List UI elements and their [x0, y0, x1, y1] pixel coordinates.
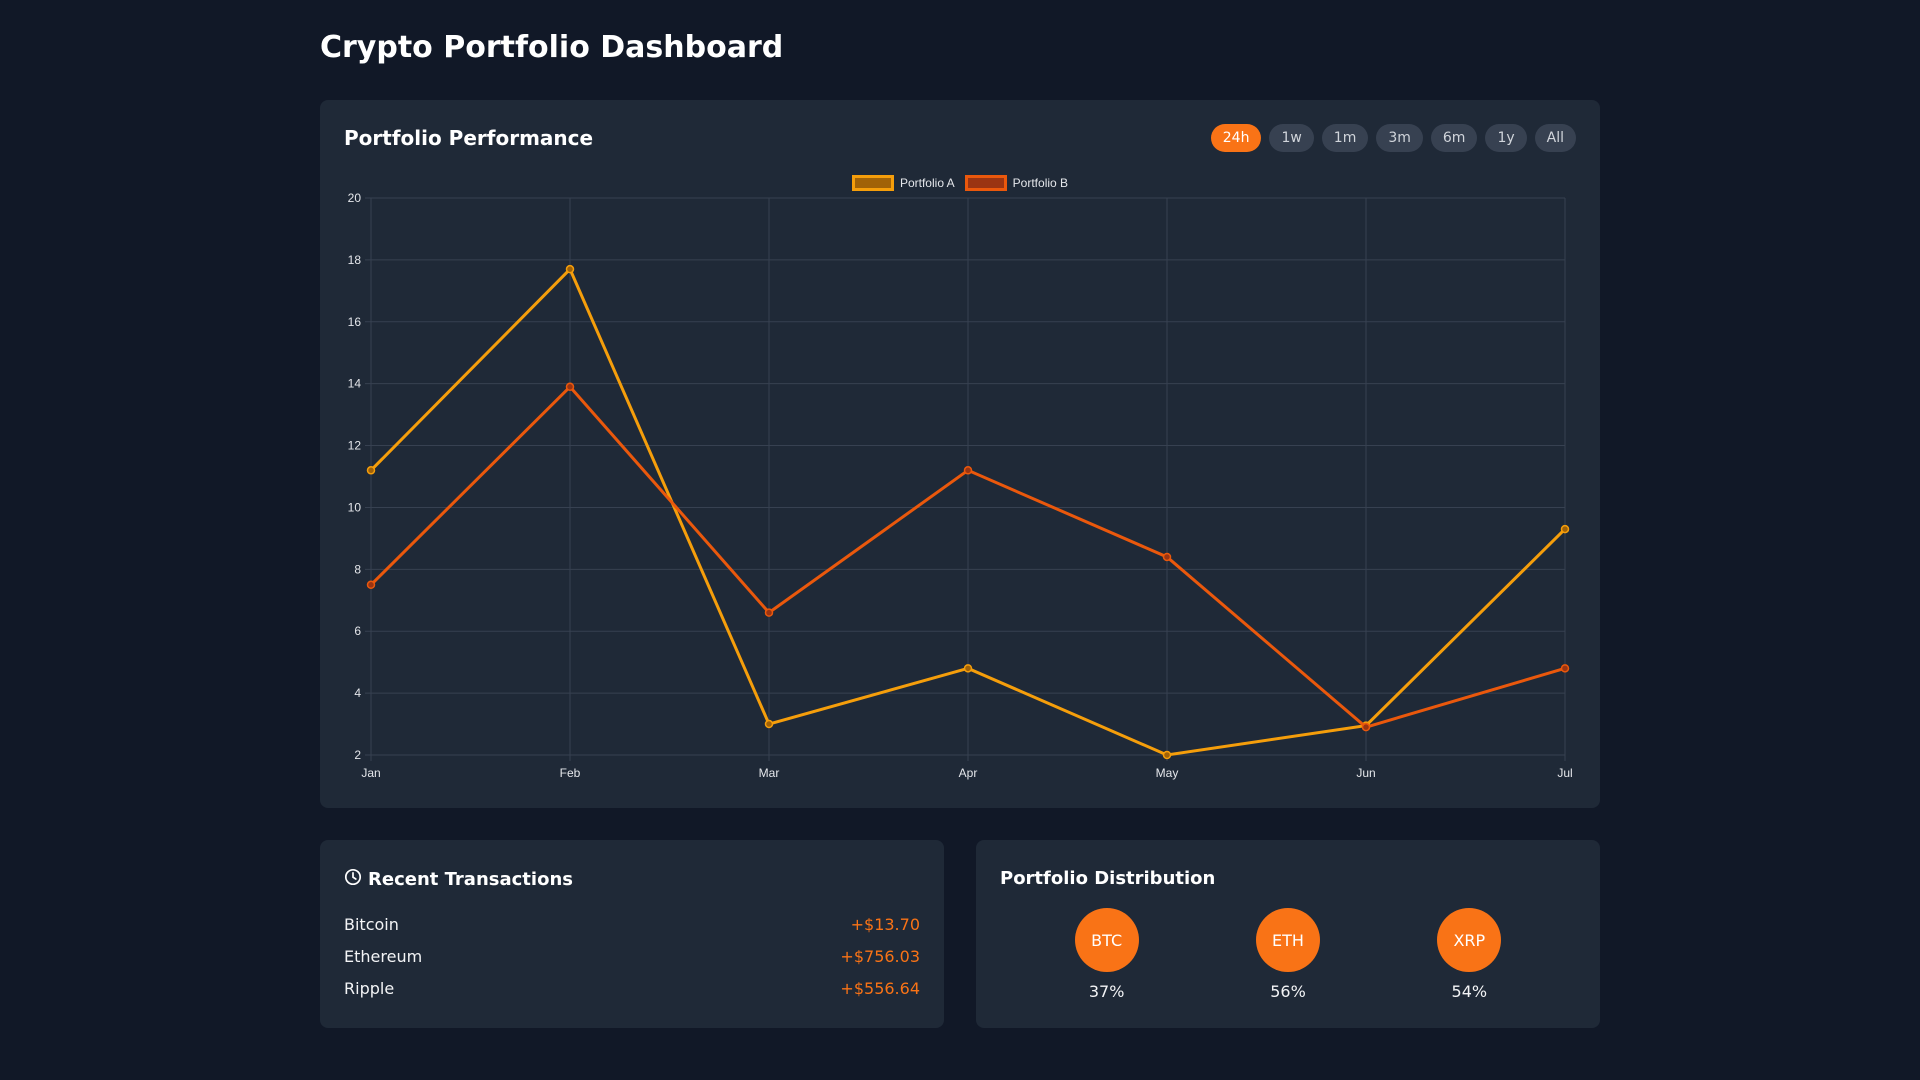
legend-item-portfolio-a[interactable]: Portfolio A: [851, 175, 955, 191]
data-point-portfolio-b: [1162, 552, 1172, 562]
portfolio-distribution-card: Portfolio Distribution BTC 37% ETH 56% X…: [976, 840, 1600, 1028]
distribution-item-btc[interactable]: BTC 37%: [1047, 908, 1167, 1001]
time-range-selector: 24h 1w 1m 3m 6m 1y All: [1210, 124, 1576, 152]
transactions-title: Recent Transactions: [368, 869, 573, 890]
range-button-1w[interactable]: 1w: [1269, 124, 1314, 152]
transactions-header: Recent Transactions: [344, 868, 573, 891]
data-point-portfolio-b: [565, 382, 575, 392]
data-point-portfolio-a: [764, 719, 774, 729]
transactions-list: Bitcoin +$13.70 Ethereum +$756.03 Ripple…: [344, 908, 920, 1004]
x-tick-label: Jan: [361, 766, 380, 780]
x-tick-label: May: [1156, 766, 1179, 780]
transaction-row[interactable]: Ethereum +$756.03: [344, 940, 920, 972]
distribution-percent: 56%: [1270, 982, 1306, 1001]
data-point-portfolio-a: [963, 664, 973, 673]
data-point-portfolio-b: [764, 608, 774, 617]
range-button-24h[interactable]: 24h: [1210, 124, 1262, 152]
y-tick-label: 14: [348, 377, 362, 391]
transaction-name: Ethereum: [344, 946, 423, 966]
x-tick-label: Apr: [959, 766, 978, 780]
legend-swatch-portfolio-b: [964, 175, 1007, 191]
transaction-amount: +$13.70: [850, 914, 920, 934]
range-button-3m[interactable]: 3m: [1376, 124, 1423, 152]
legend-label: Portfolio B: [1012, 176, 1069, 190]
coin-badge-btc: BTC: [1074, 908, 1139, 972]
transaction-row[interactable]: Ripple +$556.64: [344, 972, 920, 1004]
data-point-portfolio-b: [1361, 722, 1371, 732]
data-point-portfolio-a: [1162, 750, 1172, 760]
coin-badge-eth: ETH: [1255, 908, 1320, 972]
legend-label: Portfolio A: [899, 176, 955, 190]
distribution-item-eth[interactable]: ETH 56%: [1228, 908, 1348, 1001]
y-tick-label: 16: [348, 315, 362, 329]
data-point-portfolio-a: [366, 466, 376, 475]
page-title: Crypto Portfolio Dashboard: [320, 30, 784, 65]
y-tick-label: 20: [348, 191, 362, 205]
performance-line-chart: 2 4 6 8 10 12 14 16 18 20 Jan Feb Mar Apr May Jun Jul: [348, 191, 1573, 780]
data-point-portfolio-b: [366, 580, 376, 590]
x-tick-label: Jun: [1356, 766, 1375, 780]
range-button-6m[interactable]: 6m: [1430, 124, 1478, 152]
recent-transactions-card: Recent Transactions Bitcoin +$13.70 Ethe…: [320, 840, 944, 1028]
distribution-item-xrp[interactable]: XRP 54%: [1409, 908, 1529, 1001]
transaction-name: Bitcoin: [344, 914, 399, 934]
transaction-amount: +$756.03: [840, 946, 920, 966]
distribution-percent: 37%: [1088, 982, 1125, 1001]
data-point-portfolio-a: [565, 264, 575, 274]
distribution-title: Portfolio Distribution: [1000, 868, 1216, 889]
legend-item-portfolio-b[interactable]: Portfolio B: [964, 175, 1069, 191]
y-tick-label: 4: [354, 686, 361, 700]
range-button-all[interactable]: All: [1534, 124, 1576, 152]
y-tick-label: 18: [348, 253, 362, 267]
transaction-amount: +$556.64: [840, 978, 920, 998]
y-tick-label: 8: [354, 562, 361, 576]
x-tick-label: Jul: [1557, 766, 1572, 780]
clock-icon: [344, 868, 362, 891]
transaction-name: Ripple: [344, 978, 395, 998]
data-point-portfolio-b: [963, 466, 973, 475]
y-tick-label: 2: [354, 748, 361, 762]
distribution-list: BTC 37% ETH 56% XRP 54%: [976, 908, 1600, 1001]
x-tick-label: Feb: [560, 766, 581, 780]
performance-title: Portfolio Performance: [344, 126, 594, 150]
chart-legend: Portfolio A Portfolio B: [320, 175, 1600, 191]
y-tick-label: 6: [354, 624, 361, 638]
x-tick-label: Mar: [759, 766, 780, 780]
legend-swatch-portfolio-a: [851, 175, 894, 191]
y-tick-label: 10: [348, 500, 362, 514]
distribution-percent: 54%: [1451, 982, 1488, 1001]
range-button-1m[interactable]: 1m: [1321, 124, 1369, 152]
transaction-row[interactable]: Bitcoin +$13.70: [344, 908, 920, 940]
range-button-1y[interactable]: 1y: [1485, 124, 1527, 152]
data-point-portfolio-b: [1560, 664, 1570, 673]
portfolio-performance-card: Portfolio Performance 24h 1w 1m 3m 6m 1y…: [320, 100, 1600, 808]
coin-badge-xrp: XRP: [1437, 908, 1502, 972]
data-point-portfolio-a: [1560, 524, 1570, 534]
y-tick-label: 12: [348, 439, 362, 453]
